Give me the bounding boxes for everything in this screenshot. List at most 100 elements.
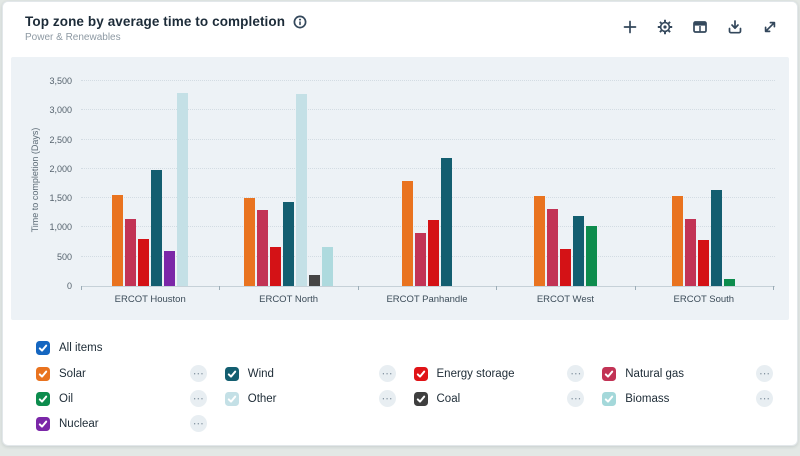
legend-item-label: Other bbox=[247, 392, 277, 405]
legend-item: Biomass ⋯ bbox=[602, 386, 773, 411]
legend-item-label: Solar bbox=[59, 367, 86, 380]
legend-item-label: Wind bbox=[247, 367, 274, 380]
legend-item-menu-icon[interactable]: ⋯ bbox=[189, 415, 207, 432]
expand-icon[interactable] bbox=[759, 16, 781, 38]
x-tick-mark bbox=[219, 286, 221, 290]
chart-widget-card: Top zone by average time to completion P… bbox=[2, 1, 798, 446]
bar-oil[interactable] bbox=[724, 279, 736, 286]
coal-checkbox[interactable] bbox=[413, 391, 428, 406]
bar-wind[interactable] bbox=[572, 216, 584, 286]
bar-solar[interactable] bbox=[533, 196, 545, 286]
all-items-checkbox[interactable] bbox=[36, 340, 50, 355]
x-tick-mark bbox=[773, 286, 774, 290]
bar-other[interactable] bbox=[296, 94, 308, 286]
biomass-checkbox[interactable] bbox=[602, 391, 617, 406]
legend-item: Natural gas ⋯ bbox=[602, 361, 773, 386]
x-tick-mark bbox=[634, 286, 636, 290]
x-tick-mark bbox=[357, 286, 359, 290]
bar-energy-storage[interactable] bbox=[138, 239, 150, 286]
add-icon[interactable] bbox=[619, 16, 641, 38]
y-tick-label: 3,500 bbox=[49, 76, 72, 86]
legend-item-label: Nuclear bbox=[59, 417, 99, 430]
legend-item-menu-icon[interactable]: ⋯ bbox=[378, 365, 396, 382]
legend-item-label: Biomass bbox=[625, 392, 670, 405]
y-tick-label: 1,500 bbox=[49, 193, 72, 204]
legend-item-menu-icon[interactable]: ⋯ bbox=[189, 365, 207, 382]
bar-groups bbox=[81, 70, 773, 286]
x-tick-mark bbox=[496, 286, 498, 290]
legend-item-menu-icon[interactable]: ⋯ bbox=[567, 365, 585, 382]
bar-energy-storage[interactable] bbox=[698, 240, 710, 286]
bar-group bbox=[219, 70, 357, 286]
wind-checkbox[interactable] bbox=[224, 366, 239, 381]
bar-wind[interactable] bbox=[711, 190, 723, 286]
legend-grid: Solar ⋯ Wind ⋯ Energy storage ⋯ Natural gas ⋯ Oi… bbox=[36, 361, 773, 436]
bar-biomass[interactable] bbox=[322, 247, 334, 286]
energy-storage-checkbox[interactable] bbox=[413, 366, 428, 381]
oil-checkbox[interactable] bbox=[36, 391, 50, 406]
nuclear-checkbox[interactable] bbox=[36, 416, 50, 431]
bar-coal[interactable] bbox=[309, 275, 321, 286]
bar-natural-gas[interactable] bbox=[685, 219, 697, 286]
x-axis-label: ERCOT Houston bbox=[114, 294, 186, 305]
legend-item: Oil ⋯ bbox=[36, 386, 207, 411]
bar-energy-storage[interactable] bbox=[270, 247, 282, 286]
bar-group bbox=[358, 70, 496, 286]
gridline bbox=[81, 109, 775, 111]
y-axis-title: Time to completion (Days) bbox=[30, 127, 40, 233]
bar-oil[interactable] bbox=[585, 226, 597, 286]
bar-wind[interactable] bbox=[151, 170, 163, 286]
bar-wind[interactable] bbox=[283, 202, 295, 286]
bar-natural-gas[interactable] bbox=[257, 210, 269, 286]
gridline bbox=[81, 255, 775, 257]
legend-item: Nuclear ⋯ bbox=[36, 411, 207, 436]
x-axis-label: ERCOT South bbox=[673, 294, 735, 305]
legend-item-menu-icon[interactable]: ⋯ bbox=[756, 390, 773, 407]
legend-item: Wind ⋯ bbox=[224, 361, 396, 386]
bar-energy-storage[interactable] bbox=[559, 249, 571, 286]
y-tick-label: 1,000 bbox=[49, 222, 72, 233]
settings-gear-icon[interactable] bbox=[654, 16, 676, 38]
solar-checkbox[interactable] bbox=[36, 366, 50, 381]
legend-item-menu-icon[interactable]: ⋯ bbox=[189, 390, 207, 407]
legend-item: Solar ⋯ bbox=[36, 361, 207, 386]
bar-energy-storage[interactable] bbox=[428, 220, 440, 286]
bar-other[interactable] bbox=[177, 93, 189, 286]
bar-natural-gas[interactable] bbox=[546, 209, 558, 286]
x-axis-label: ERCOT West bbox=[536, 294, 595, 305]
bar-solar[interactable] bbox=[672, 196, 684, 286]
all-items-label: All items bbox=[59, 341, 103, 354]
natural-gas-checkbox[interactable] bbox=[602, 366, 617, 381]
y-tick-label: 2,500 bbox=[49, 134, 72, 145]
download-icon[interactable] bbox=[724, 16, 746, 38]
y-tick-label: 2,000 bbox=[49, 163, 72, 174]
legend-item-label: Energy storage bbox=[436, 367, 515, 380]
y-tick-label: 0 bbox=[66, 281, 72, 291]
x-axis-label: ERCOT Panhandle bbox=[386, 294, 468, 305]
legend-item-label: Oil bbox=[59, 392, 74, 405]
legend-item-menu-icon[interactable]: ⋯ bbox=[567, 390, 585, 407]
bar-solar[interactable] bbox=[402, 181, 414, 286]
bar-solar[interactable] bbox=[112, 195, 124, 286]
data-table-icon[interactable] bbox=[689, 16, 711, 38]
bar-nuclear[interactable] bbox=[164, 251, 176, 286]
y-tick-label: 500 bbox=[56, 251, 72, 262]
bar-group bbox=[635, 70, 773, 286]
bar-group bbox=[81, 70, 219, 286]
info-icon[interactable] bbox=[292, 14, 307, 29]
gridline bbox=[81, 197, 775, 199]
gridline bbox=[81, 226, 775, 228]
bar-natural-gas[interactable] bbox=[125, 219, 137, 286]
legend-item-label: Natural gas bbox=[625, 367, 685, 380]
bar-wind[interactable] bbox=[441, 158, 453, 286]
other-checkbox[interactable] bbox=[224, 391, 239, 406]
bar-natural-gas[interactable] bbox=[415, 233, 427, 286]
widget-subtitle: Power & Renewables bbox=[25, 32, 121, 43]
gridline bbox=[81, 138, 775, 140]
legend-all-items: All items bbox=[36, 335, 773, 360]
gridline bbox=[81, 80, 775, 81]
bar-solar[interactable] bbox=[244, 198, 256, 286]
legend-item: Other ⋯ bbox=[224, 386, 396, 411]
legend-item-menu-icon[interactable]: ⋯ bbox=[756, 365, 773, 382]
legend-item-menu-icon[interactable]: ⋯ bbox=[378, 390, 396, 407]
